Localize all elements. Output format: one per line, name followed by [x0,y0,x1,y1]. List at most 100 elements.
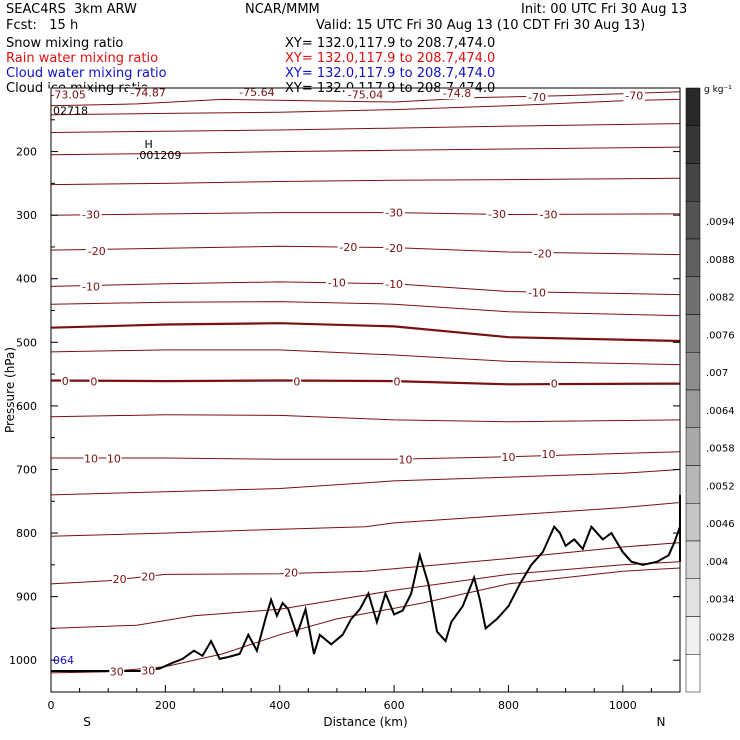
field-1-xy: XY= 132.0,117.9 to 208.7,474.0 [285,36,496,51]
contour-label-29: 20 [113,573,127,586]
isotherm-18 [50,567,681,674]
isotherm-10 [50,349,681,366]
contour-label-bg-19 [61,375,70,388]
colorbar-label-6: .0058 [706,444,735,455]
contour-label-18: -10 [528,287,546,300]
field-2-xy: XY= 132.0,117.9 to 208.7,474.0 [285,51,496,66]
contour-label-31: 20 [284,566,298,579]
contour-label-30: 20 [141,570,155,583]
contour-label-16: -10 [328,277,346,290]
contour-label-bg-10 [537,208,560,221]
north-label: N [657,715,666,729]
colorbar-label-10: .0034 [706,595,735,606]
colorbar-swatch-1 [685,125,701,164]
contour-label-15: -10 [82,280,100,293]
contour-label-5: -70 [528,91,546,104]
contour-label-bg-12 [337,240,360,253]
contour-label-bg-22 [392,375,402,388]
y-tick-label-5: 700 [16,463,37,476]
contour-label-bg-20 [89,375,99,388]
contour-label-19: 0 [62,375,69,388]
colorbar-swatch-10 [685,465,701,504]
colorbar-label-0: .0094 [706,217,735,228]
y-tick-label-3: 500 [16,336,37,349]
colorbar-swatch-3 [685,201,701,240]
contour-label-bg-31 [283,566,299,579]
colorbar-swatch-5 [685,276,701,315]
colorbar-label-1: .0088 [706,255,735,266]
contour-label-bg-3 [345,88,386,101]
colorbar-swatch-13 [685,578,701,617]
field-3-name: Cloud water mixing ratio [6,66,167,81]
contour-label-bg-15 [80,280,102,293]
isotherm-2 [50,123,681,133]
contour-label-bg-21 [292,375,302,388]
annotation-2: .001209 [136,149,182,162]
contour-label-11: -20 [88,245,106,258]
south-label: S [83,715,91,729]
colorbar-label-11: .0028 [706,632,735,643]
isotherm-4 [50,177,681,186]
contour-label-14: -20 [534,247,552,260]
isotherm-14 [50,469,681,496]
contour-label-25: 10 [107,453,121,466]
contour-label-6: -70 [625,90,643,103]
y-tick-label-0: 200 [16,146,37,159]
y-tick-label-7: 900 [16,591,37,604]
x-tick-label-5: 1000 [609,699,637,712]
contour-label-28: 10 [541,448,555,461]
contour-label-bg-30 [140,570,156,583]
terrain-profile [51,494,681,672]
isotherm-3 [50,146,681,156]
contour-label-24: 10 [84,453,98,466]
colorbar-swatch-0 [685,87,701,126]
isotherm-1 [50,98,681,116]
colorbar-swatch-4 [685,238,701,277]
contour-label-1: -74.87 [130,86,165,99]
annotations: 02718 H.001209 064 [53,104,181,667]
contour-label-4: -74.8 [443,87,471,100]
y-axis-label: Pressure (hPa) [3,347,17,433]
contour-label-bg-5 [526,90,548,103]
contour-label-32: 30 [110,666,124,679]
contour-label-21: 0 [293,376,300,389]
x-tick-label-2: 400 [269,699,290,712]
contour-label-bg-14 [532,247,554,260]
contour-label-bg-11 [85,244,108,257]
y-tick-label-2: 400 [16,273,37,286]
contour-label-9: -30 [488,208,506,221]
contour-label-17: -10 [385,278,403,291]
field-2-name: Rain water mixing ratio [6,51,159,66]
contour-label-23: 0 [551,378,558,391]
forecast-hour: Fcst: 15 h [6,18,79,33]
contour-label-10: -30 [539,209,557,222]
contour-labels: -73.05 -74.87 -75.64 -75.04 -74.8 -70 -70 -30 -3… [47,85,646,679]
colorbar-swatch-15 [685,654,701,693]
isotherm-5 [50,212,681,216]
contour-label-bg-18 [526,286,548,299]
colorbar-label-5: .0064 [706,406,735,417]
center-name: NCAR/MMM [245,2,320,17]
colorbar-swatch-14 [685,616,701,655]
terrain-line [51,494,681,672]
contour-label-bg-23 [549,377,559,390]
model-title: SEAC4RS 3km ARW [6,2,137,17]
contour-label-bg-25 [106,452,122,465]
x-tick-label-4: 800 [498,699,519,712]
contour-label-bg-7 [80,208,102,221]
contour-label-bg-8 [383,206,405,219]
annotation-3: 064 [53,654,74,667]
x-tick-label-1: 200 [155,699,176,712]
field-3-xy: XY= 132.0,117.9 to 208.7,474.0 [285,66,496,81]
contour-label-bg-16 [326,276,348,289]
contour-label-bg-9 [486,207,508,220]
contour-label-bg-33 [140,664,156,677]
contour-label-33: 30 [141,664,155,677]
colorbar-label-7: .0052 [706,481,735,492]
contour-label-bg-28 [540,448,556,461]
contour-label-bg-26 [398,453,414,466]
contour-label-bg-13 [383,242,405,255]
isotherm-12 [50,414,681,423]
